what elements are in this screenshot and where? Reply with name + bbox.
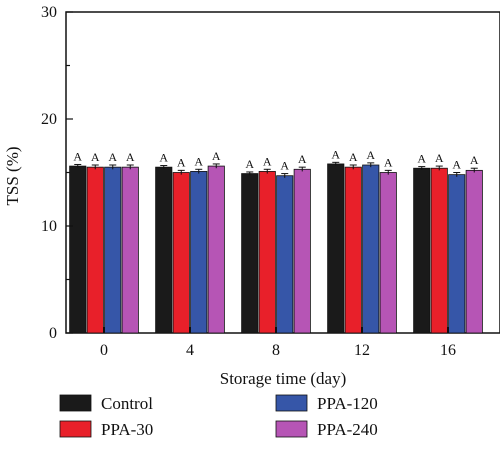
bar <box>121 166 139 334</box>
bar <box>293 168 311 334</box>
significance-label: A <box>384 155 393 169</box>
significance-label: A <box>91 150 100 164</box>
bar <box>258 171 276 334</box>
bar <box>379 172 397 334</box>
significance-label: A <box>126 150 135 164</box>
x-tick-label: 8 <box>272 342 280 359</box>
legend-item: Control <box>59 394 153 413</box>
x-tick-label: 12 <box>354 342 370 359</box>
bar <box>430 167 448 334</box>
bar <box>448 174 466 334</box>
x-tick-label: 0 <box>100 342 108 359</box>
significance-label: A <box>212 149 221 163</box>
y-tick-label: 20 <box>41 111 57 128</box>
significance-label: A <box>349 150 358 164</box>
bar <box>104 166 122 334</box>
bar <box>362 164 380 334</box>
plot-area: A A A A A A A AA A A A A A AA A A A A <box>65 11 500 334</box>
significance-label: A <box>280 159 289 173</box>
bar <box>413 167 431 334</box>
significance-label: A <box>194 154 203 168</box>
y-tick-label: 0 <box>49 325 57 342</box>
legend-label: PPA-240 <box>317 420 378 439</box>
significance-label: A <box>470 153 479 167</box>
bar <box>155 166 173 334</box>
significance-label: A <box>108 150 117 164</box>
y-axis-title: TSS (%) <box>3 146 22 205</box>
x-tick-label: 16 <box>440 342 456 359</box>
legend-item: PPA-120 <box>275 394 378 413</box>
significance-label: A <box>366 148 375 162</box>
bar <box>241 173 259 334</box>
y-tick-label: 30 <box>41 4 57 21</box>
bar <box>344 166 362 334</box>
legend-swatch <box>275 420 308 438</box>
bar <box>69 165 87 334</box>
significance-label: A <box>159 151 168 165</box>
significance-label: A <box>263 154 272 168</box>
bar <box>327 163 345 334</box>
significance-label: A <box>298 152 307 166</box>
bar <box>465 169 483 334</box>
x-axis-title: Storage time (day) <box>220 369 347 388</box>
y-axis: 0 10 20 30 <box>41 4 73 342</box>
significance-label: A <box>435 151 444 165</box>
bar <box>86 166 104 334</box>
legend-label: Control <box>101 394 153 413</box>
bar <box>172 172 190 334</box>
significance-label: A <box>73 149 82 163</box>
legend-label: PPA-30 <box>101 420 153 439</box>
significance-label: A <box>331 147 340 161</box>
bar <box>190 171 208 334</box>
significance-label: A <box>245 157 254 171</box>
x-tick-label: 4 <box>186 342 194 359</box>
bar <box>207 165 225 334</box>
legend-swatch <box>275 394 308 412</box>
legend-item: PPA-240 <box>275 420 378 439</box>
x-axis: 0 4 8 12 16 <box>100 327 456 359</box>
y-tick-label: 10 <box>41 218 57 235</box>
significance-label: A <box>177 155 186 169</box>
significance-label: A <box>417 152 426 166</box>
legend-swatch <box>59 420 92 438</box>
legend-label: PPA-120 <box>317 394 378 413</box>
bar <box>276 175 294 334</box>
legend: Control PPA-30 PPA-120 PPA-240 <box>59 394 378 439</box>
significance-label: A <box>452 158 461 172</box>
legend-item: PPA-30 <box>59 420 153 439</box>
legend-swatch <box>59 394 92 412</box>
